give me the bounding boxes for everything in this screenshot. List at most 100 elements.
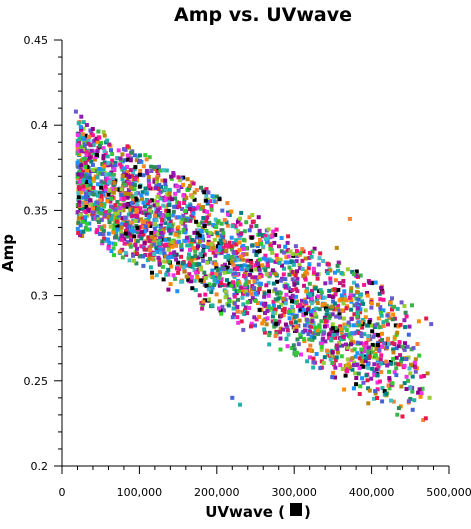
scatter-point: [182, 201, 186, 205]
scatter-point: [185, 275, 189, 279]
scatter-point: [192, 246, 196, 250]
scatter-point: [91, 210, 95, 214]
scatter-point: [182, 266, 186, 270]
scatter-point: [373, 323, 377, 327]
scatter-point: [244, 283, 248, 287]
scatter-point: [361, 365, 365, 369]
scatter-point: [77, 195, 81, 199]
scatter-point: [128, 258, 132, 262]
scatter-point: [372, 335, 376, 339]
scatter-point: [133, 153, 137, 157]
scatter-point: [172, 273, 176, 277]
scatter-point: [199, 279, 203, 283]
scatter-point: [210, 204, 214, 208]
scatter-point: [378, 380, 382, 384]
scatter-point: [308, 282, 312, 286]
scatter-point: [249, 324, 253, 328]
scatter-point: [156, 208, 160, 212]
scatter-point: [410, 303, 414, 307]
scatter-point: [164, 198, 168, 202]
scatter-point: [368, 389, 372, 393]
scatter-point: [212, 283, 216, 287]
scatter-point: [117, 148, 121, 152]
scatter-point: [306, 307, 310, 311]
scatter-point: [248, 228, 252, 232]
scatter-point: [171, 171, 175, 175]
scatter-point: [188, 244, 192, 248]
scatter-point: [303, 323, 307, 327]
scatter-point: [105, 199, 109, 203]
scatter-point: [129, 168, 133, 172]
scatter-point: [176, 271, 180, 275]
scatter-point: [107, 241, 111, 245]
scatter-point: [79, 149, 83, 153]
scatter-point: [349, 286, 353, 290]
scatter-point: [332, 333, 336, 337]
scatter-point: [139, 193, 143, 197]
scatter-point: [385, 319, 389, 323]
scatter-point: [91, 168, 95, 172]
scatter-point: [192, 231, 196, 235]
scatter-point: [133, 177, 137, 181]
scatter-point: [152, 252, 156, 256]
scatter-point: [377, 325, 381, 329]
scatter-point: [100, 226, 104, 230]
scatter-point: [230, 284, 234, 288]
scatter-point: [384, 360, 388, 364]
scatter-point: [169, 175, 173, 179]
scatter-point: [413, 365, 417, 369]
scatter-point: [163, 179, 167, 183]
scatter-point: [355, 351, 359, 355]
scatter-point: [243, 229, 247, 233]
scatter-point: [361, 302, 365, 306]
scatter-point: [199, 268, 203, 272]
scatter-point: [292, 283, 296, 287]
scatter-point: [277, 305, 281, 309]
scatter-point: [391, 317, 395, 321]
scatter-point: [352, 272, 356, 276]
scatter-point: [135, 247, 139, 251]
scatter-point: [112, 253, 116, 257]
scatter-point: [77, 121, 81, 125]
scatter-point: [259, 282, 263, 286]
scatter-point: [405, 375, 409, 379]
scatter-point: [145, 169, 149, 173]
scatter-point: [140, 197, 144, 201]
scatter-point: [380, 314, 384, 318]
scatter-point: [257, 215, 261, 219]
scatter-point: [310, 301, 314, 305]
scatter-point: [164, 273, 168, 277]
scatter-point: [224, 295, 228, 299]
scatter-point: [327, 289, 331, 293]
scatter-point: [252, 315, 256, 319]
scatter-point: [249, 261, 253, 265]
scatter-point: [119, 193, 123, 197]
scatter-point: [156, 203, 160, 207]
scatter-point: [203, 293, 207, 297]
scatter-point: [245, 293, 249, 297]
scatter-point: [144, 187, 148, 191]
scatter-point: [194, 220, 198, 224]
scatter-point: [361, 381, 365, 385]
scatter-point: [182, 270, 186, 274]
scatter-point: [274, 322, 278, 326]
scatter-point: [166, 288, 170, 292]
scatter-point: [99, 186, 103, 190]
scatter-point: [122, 197, 126, 201]
scatter-point: [79, 115, 83, 119]
scatter-point: [391, 381, 395, 385]
scatter-point: [126, 192, 130, 196]
scatter-point: [83, 157, 87, 161]
scatter-point: [136, 239, 140, 243]
scatter-point: [328, 277, 332, 281]
scatter-point: [108, 188, 112, 192]
scatter-point: [141, 173, 145, 177]
scatter-point: [392, 350, 396, 354]
scatter-point: [341, 367, 345, 371]
scatter-point: [288, 266, 292, 270]
scatter-point: [208, 257, 212, 261]
scatter-point: [419, 395, 423, 399]
scatter-point: [283, 277, 287, 281]
scatter-point: [384, 392, 388, 396]
scatter-point: [147, 257, 151, 261]
